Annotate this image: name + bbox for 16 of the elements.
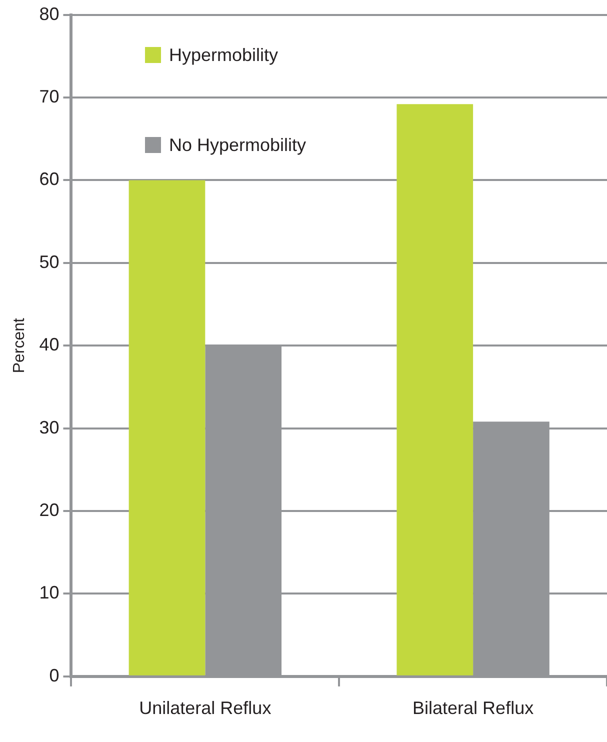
y-tick-label: 50 [39,252,60,272]
y-tick-label: 60 [39,169,60,190]
legend-label: Hypermobility [169,44,278,66]
x-tick-label: Bilateral Reflux [412,698,534,718]
y-axis-title: Percent [11,317,28,374]
y-tick-label: 30 [39,417,60,438]
bar [128,180,206,676]
bar [396,104,474,676]
y-tick-label: 70 [39,86,60,106]
y-tick-label: 80 [39,4,60,24]
y-tick-label: 20 [39,500,60,520]
x-tick-label: Unilateral Reflux [139,698,272,718]
legend-label: No Hypermobility [169,134,306,156]
y-tick-label: 10 [39,582,60,603]
y-tick-label: 0 [49,665,60,686]
y-tick-label: 40 [39,334,60,355]
